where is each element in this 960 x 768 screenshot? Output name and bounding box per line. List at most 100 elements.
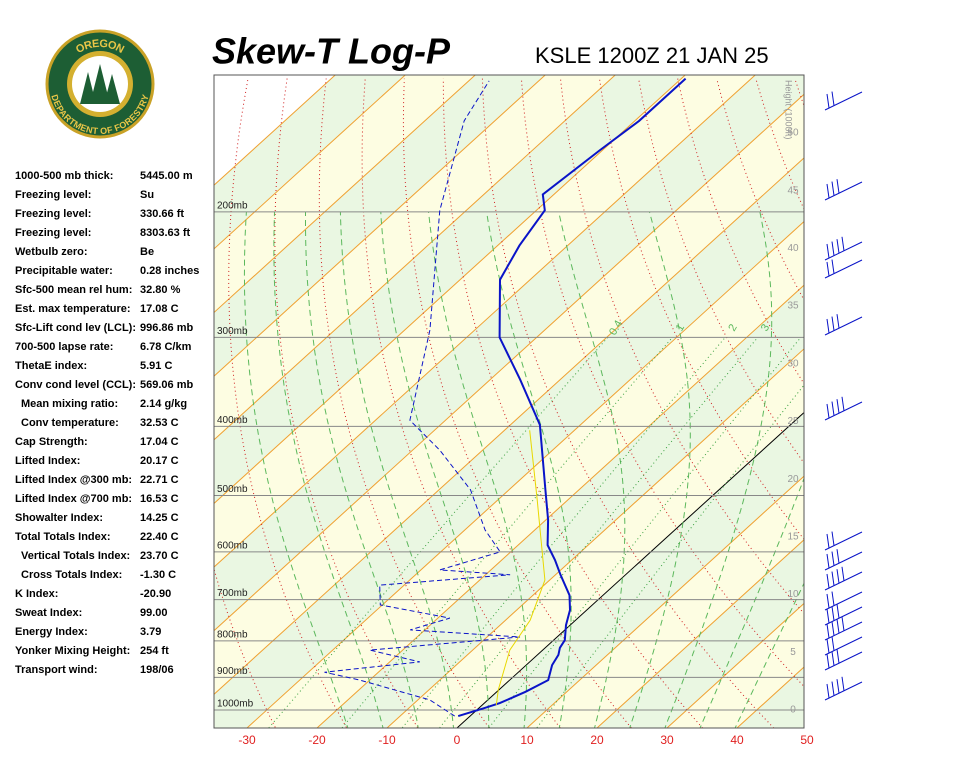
index-label: Wetbulb zero: — [15, 246, 88, 258]
moist-adiabat — [380, 211, 490, 728]
profile-line — [324, 80, 521, 717]
logo-top-text: OREGON — [74, 38, 126, 56]
moist-adiabat — [664, 211, 773, 728]
barb-staff — [824, 551, 863, 571]
barb — [826, 573, 830, 589]
moist-adiabat — [243, 211, 349, 728]
mixing-ratio-line — [438, 337, 759, 728]
mixing-ratio-line — [268, 337, 609, 728]
index-value: 2.14 g/kg — [140, 398, 187, 410]
moist-adiabat — [486, 211, 572, 728]
index-value: -1.30 C — [140, 569, 176, 581]
barb-staff — [824, 621, 863, 641]
barb-staff — [824, 316, 863, 336]
temperature-band — [214, 157, 804, 728]
moist-adiabat — [305, 211, 419, 728]
temperature-band — [214, 75, 804, 631]
barb — [836, 549, 840, 564]
barb — [831, 531, 835, 546]
index-label: Transport wind: — [15, 664, 98, 676]
pressure-label: 200mb — [217, 201, 248, 212]
barb — [826, 653, 830, 669]
isotherm — [214, 75, 756, 568]
barb-staff — [824, 531, 863, 551]
moist-adiabat — [699, 477, 804, 728]
isotherm — [456, 411, 804, 728]
isotherm — [214, 75, 406, 250]
barb — [826, 553, 830, 569]
index-label: Energy Index: — [15, 626, 88, 638]
barb — [831, 551, 835, 566]
index-value: 22.40 C — [140, 531, 179, 543]
barb — [841, 676, 845, 691]
index-label: K Index: — [15, 588, 58, 600]
barb — [836, 314, 840, 329]
logo: OREGON DEPARTMENT OF FORESTRY — [45, 29, 155, 139]
index-label: Lifted Index @700 mb: — [15, 493, 132, 505]
indices: 1000-500 mb thick: 5445.00 m Freezing leve… — [15, 170, 199, 676]
barb — [826, 318, 830, 334]
index-label: Sfc-500 mean rel hum: — [15, 284, 132, 296]
index-value: -20.90 — [140, 588, 171, 600]
barb — [826, 243, 830, 259]
barb — [831, 91, 835, 106]
barb — [841, 616, 845, 631]
index-label: Freezing level: — [15, 189, 91, 201]
pressure-label: 500mb — [217, 484, 248, 495]
isotherm — [666, 602, 804, 728]
barb — [841, 396, 845, 411]
title: Skew-T Log-P — [212, 31, 451, 72]
barb — [831, 636, 835, 651]
dry-adiabat — [834, 79, 960, 731]
temperature-band — [804, 66, 960, 731]
index-label: Cap Strength: — [15, 436, 88, 448]
index-label: 1000-500 mb thick: — [15, 170, 113, 182]
index-label: Est. max temperature: — [15, 303, 131, 315]
logo-top: OREGON — [74, 38, 126, 56]
plot-frame — [213, 74, 805, 729]
isotherm — [214, 75, 546, 377]
barb — [826, 623, 830, 639]
barb-staff — [824, 636, 863, 656]
moist-adiabat — [558, 211, 626, 728]
dry-adiabat — [638, 78, 804, 464]
barb — [831, 571, 835, 586]
barb — [831, 681, 835, 696]
x-tick-label: 20 — [590, 733, 604, 747]
barb-staff — [824, 241, 863, 261]
barb — [831, 591, 835, 606]
x-tick-label: 30 — [660, 733, 674, 747]
barb — [826, 93, 830, 109]
index-value: 0.28 inches — [140, 265, 199, 277]
dry-adiabat — [951, 79, 960, 731]
moist-adiabat — [428, 211, 528, 728]
height-axis-label: Height (1000ft) — [784, 80, 794, 140]
index-value: 99.00 — [140, 607, 168, 619]
dry-adiabat — [873, 79, 960, 731]
mixing-ratio-label: 3 — [759, 322, 772, 333]
barb — [831, 241, 835, 256]
isotherm — [526, 475, 804, 728]
index-value: 198/06 — [140, 664, 174, 676]
pressure-label: 300mb — [217, 326, 248, 337]
height-label: 10 — [787, 589, 799, 600]
axes: -30 -20 -10 0 10 20 30 40 50 — [238, 733, 814, 747]
index-label: Cross Totals Index: — [21, 569, 122, 581]
barb — [836, 399, 840, 414]
dry-adiabat — [912, 79, 960, 731]
index-label: Sfc-Lift cond lev (LCL): — [15, 322, 136, 334]
profile-line — [495, 430, 546, 706]
isotherm — [804, 66, 960, 731]
height-label: 30 — [787, 358, 799, 369]
dry-adiabat — [794, 78, 804, 108]
mixing-ratio-label: 2 — [726, 322, 739, 333]
index-value: 5445.00 m — [140, 170, 193, 182]
x-tick-label: -10 — [378, 733, 396, 747]
index-value: 32.80 % — [140, 284, 181, 296]
index-value: 17.08 C — [140, 303, 179, 315]
pressure-label: 800mb — [217, 630, 248, 641]
index-label: Lifted Index: — [15, 455, 80, 467]
moist-adiabat — [273, 211, 384, 728]
moist-adiabat — [339, 211, 455, 728]
